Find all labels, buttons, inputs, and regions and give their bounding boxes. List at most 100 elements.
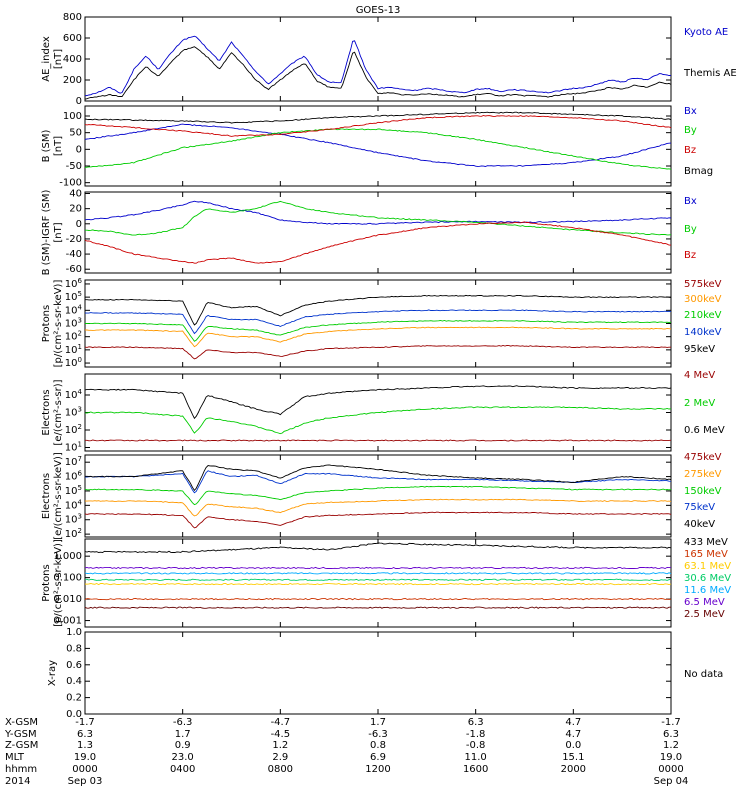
- y-tick-label: 104: [65, 388, 83, 401]
- legend-label: 275keV: [684, 469, 722, 480]
- y-tick-label: 0.8: [66, 643, 82, 654]
- legend-label: 2.5 MeV: [684, 609, 725, 620]
- y-tick-label: 107: [65, 455, 82, 468]
- y-tick-label: 800: [63, 12, 82, 23]
- y-tick-label: -100: [59, 178, 82, 189]
- panel-frame: [84, 454, 672, 538]
- legend-label: Kyoto AE: [684, 27, 728, 38]
- series-line: [84, 566, 672, 570]
- y-tick-label: 100: [63, 111, 82, 122]
- y-tick-label: 103: [65, 317, 82, 330]
- y-tick-label: -60: [66, 264, 82, 275]
- series-line: [84, 200, 672, 225]
- y-tick-label: 20: [69, 204, 82, 215]
- x-row-value: -1.7: [75, 717, 95, 728]
- x-row-value: 1.3: [77, 740, 93, 751]
- legend-label: Themis AE: [683, 68, 737, 79]
- x-row-value: 0000: [658, 764, 683, 775]
- y-tick-label: 103: [65, 513, 82, 526]
- legend-label: 165 MeV: [684, 549, 728, 560]
- x-row-label: MLT: [5, 752, 25, 763]
- legend-label: Bx: [684, 196, 697, 207]
- x-row-label: hhmm: [5, 764, 37, 775]
- legend-label: 63.1 MeV: [684, 561, 731, 572]
- x-row-value: 0400: [170, 764, 195, 775]
- y-tick-label: 0.6: [66, 660, 82, 671]
- panel-xray: 0.0 0.2 0.4 0.6 0.8 1.0 X-ray No data: [47, 627, 723, 720]
- legend-label: 150keV: [684, 486, 722, 497]
- plot-title: GOES-13: [356, 5, 401, 16]
- x-row-value: 1.7: [370, 717, 386, 728]
- x-row-label: X-GSM: [5, 717, 38, 728]
- legend-label: 2 MeV: [684, 398, 715, 409]
- x-axis-annotation: X-GSM -1.7 -6.3 -4.7 1.7 6.3 4.7 -1.7Y-GSM 6.3 1.…: [4, 717, 688, 787]
- legend-label: 4 MeV: [684, 370, 715, 381]
- x-row-value: 6.3: [77, 729, 93, 740]
- series-line: [85, 200, 672, 236]
- series-line: [84, 221, 671, 264]
- y-axis-label: Protons[p/(cm²-s-sr-keV)]: [41, 539, 64, 627]
- x-row-value: 11.0: [465, 752, 487, 763]
- x-row-value: 0800: [268, 764, 293, 775]
- x-row-value: 6.3: [468, 717, 484, 728]
- x-row-value: 23.0: [172, 752, 194, 763]
- y-tick-label: 1.0: [66, 627, 82, 638]
- series-line: [84, 309, 672, 335]
- x-row-value: 1.2: [663, 740, 679, 751]
- x-row-value: -6.3: [368, 729, 388, 740]
- y-tick-label: 102: [65, 423, 82, 436]
- y-axis-label: X-ray: [47, 660, 58, 686]
- series-line: [84, 511, 672, 529]
- legend-label: 11.6 MeV: [684, 585, 731, 596]
- y-tick-label: 50: [69, 128, 82, 139]
- y-axis-label: Electrons[e/(cm²-s-sr)]: [41, 379, 64, 445]
- x-row-value: 4.7: [565, 729, 581, 740]
- legend-label: 210keV: [684, 310, 722, 321]
- series-line: [85, 326, 672, 348]
- y-tick-label: 105: [65, 484, 82, 497]
- series-line: [84, 582, 672, 586]
- x-row-value: -1.8: [466, 729, 486, 740]
- x-row-label: Y-GSM: [4, 729, 37, 740]
- y-tick-label: 102: [65, 330, 82, 343]
- series-line: [84, 35, 672, 97]
- legend-label: 6.5 MeV: [684, 597, 725, 608]
- series-line: [85, 439, 672, 442]
- panel-ae: 0 200 400 600 800 AE_index[nT] Kyoto AE Themis …: [41, 12, 737, 107]
- legend-label: 40keV: [684, 519, 715, 530]
- legend-label: 433 MeV: [684, 537, 728, 548]
- series-line: [84, 345, 671, 360]
- y-tick-label: -40: [66, 249, 82, 260]
- y-tick-label: 102: [65, 527, 82, 540]
- x-row-value: Sep 03: [68, 776, 103, 787]
- y-tick-label: 103: [65, 406, 82, 419]
- y-tick-label: 0: [76, 144, 82, 155]
- y-tick-label: 0.001: [53, 616, 82, 627]
- x-row-value: 6.9: [370, 752, 386, 763]
- y-tick-label: 0: [76, 219, 82, 230]
- legend-label: 75keV: [684, 502, 715, 513]
- y-tick-label: -20: [66, 234, 82, 245]
- series-line: [84, 320, 672, 342]
- legend-label: Bx: [684, 106, 697, 117]
- x-row-value: 1.7: [175, 729, 191, 740]
- series-line: [84, 406, 672, 435]
- y-axis-label: B (SM)[nT]: [41, 129, 64, 162]
- legend-label: By: [684, 224, 697, 235]
- x-row-value: 1200: [365, 764, 390, 775]
- y-tick-label: 100: [65, 356, 82, 369]
- legend-label: By: [684, 125, 697, 136]
- y-tick-label: 0: [76, 96, 82, 107]
- legend-label: 575keV: [684, 279, 722, 290]
- series-line: [84, 123, 672, 167]
- panel-bigrf: -60 -40 -20 0 20 40 B (SM)-IGRF (SM)[nT] Bx By Bz: [41, 189, 697, 276]
- y-tick-label: 40: [69, 189, 82, 200]
- y-tick-label: 104: [65, 498, 83, 511]
- series-line: [85, 464, 672, 492]
- y-axis-label: B (SM)-IGRF (SM)[nT]: [41, 190, 64, 276]
- panel-frame: [84, 279, 672, 368]
- y-tick-label: 106: [65, 277, 83, 290]
- y-tick-label: 0.010: [53, 594, 82, 605]
